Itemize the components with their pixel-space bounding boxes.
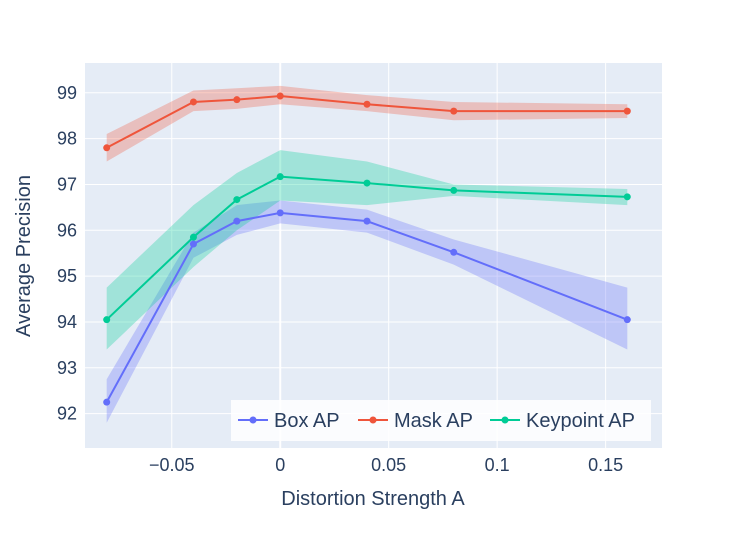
y-tick-label: 99 [57, 83, 77, 103]
mask-ap-point [276, 92, 284, 100]
legend-swatch-point-mask-ap [369, 416, 377, 424]
mask-ap-point [623, 107, 631, 115]
x-tick-label: 0 [275, 455, 285, 475]
y-tick-label: 94 [57, 312, 77, 332]
y-axis-ticks: 92 93 94 95 96 97 98 99 [57, 83, 77, 424]
x-axis-title: Distortion Strength A [281, 488, 465, 510]
keypoint-ap-point [363, 179, 371, 187]
legend-background [231, 400, 651, 441]
mask-ap-point [363, 100, 371, 108]
legend-label-box-ap: Box AP [274, 410, 340, 432]
plot-background [85, 63, 662, 448]
y-tick-label: 95 [57, 266, 77, 286]
legend-label-mask-ap: Mask AP [394, 410, 473, 432]
box-ap-point [276, 209, 284, 217]
y-tick-label: 98 [57, 129, 77, 149]
legend-swatch-point-box-ap [249, 416, 257, 424]
keypoint-ap-point [103, 316, 111, 324]
mask-ap-point [450, 107, 458, 115]
box-ap-point [189, 240, 197, 248]
legend: Box AP Mask AP Keypoint AP [231, 400, 651, 441]
y-axis-title: Average Precision [13, 175, 35, 337]
legend-swatch-point-keypoint-ap [501, 416, 509, 424]
box-ap-point [363, 217, 371, 225]
keypoint-ap-point [189, 233, 197, 241]
box-ap-point [103, 398, 111, 406]
x-tick-label: 0.1 [485, 455, 510, 475]
x-tick-label: −0.05 [149, 455, 195, 475]
x-axis-ticks: −0.05 0 0.05 0.1 0.15 [149, 455, 623, 475]
box-ap-point [233, 217, 241, 225]
x-tick-label: 0.05 [371, 455, 406, 475]
box-ap-point [623, 316, 631, 324]
y-tick-label: 93 [57, 358, 77, 378]
y-tick-label: 92 [57, 404, 77, 424]
series-markers [103, 92, 631, 406]
y-tick-label: 96 [57, 220, 77, 240]
mask-ap-point [189, 98, 197, 106]
keypoint-ap-point [276, 173, 284, 181]
mask-ap-point [233, 96, 241, 104]
keypoint-ap-point [450, 186, 458, 194]
keypoint-ap-point [623, 193, 631, 201]
mask-ap-point [103, 144, 111, 152]
y-tick-label: 97 [57, 174, 77, 194]
box-ap-point [450, 248, 458, 256]
mask-ap-band [106, 85, 628, 162]
keypoint-ap-point [233, 196, 241, 204]
x-tick-label: 0.15 [588, 455, 623, 475]
box-ap-band [106, 200, 628, 423]
legend-label-keypoint-ap: Keypoint AP [526, 410, 635, 432]
